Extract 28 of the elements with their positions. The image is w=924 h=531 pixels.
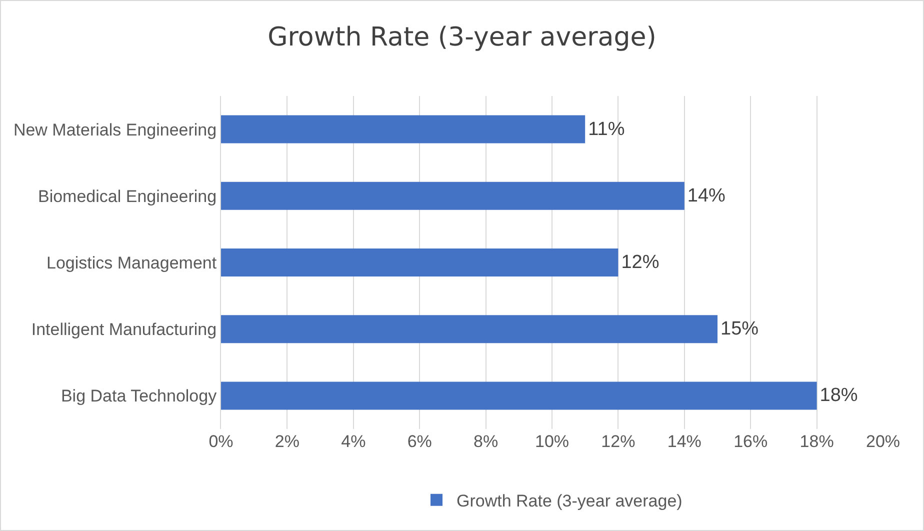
bar bbox=[221, 315, 718, 344]
y-tick-label: Big Data Technology bbox=[60, 386, 218, 406]
data-label: 18% bbox=[820, 385, 858, 406]
x-tick-label: 18% bbox=[800, 432, 834, 451]
x-tick-label: 10% bbox=[534, 432, 570, 451]
y-tick-label: Biomedical Engineering bbox=[38, 186, 217, 206]
x-tick-label: 20% bbox=[866, 432, 900, 451]
data-label: 14% bbox=[687, 185, 726, 206]
bar bbox=[221, 382, 817, 410]
x-tick-label: 12% bbox=[601, 432, 636, 451]
x-tick-label: 0% bbox=[208, 432, 234, 451]
bar bbox=[221, 182, 684, 210]
y-tick-label: New Materials Engineering bbox=[13, 120, 217, 140]
x-tick-label: 2% bbox=[274, 432, 300, 451]
x-tick-label: 8% bbox=[474, 432, 498, 451]
chart-title: Growth Rate (3-year average) bbox=[268, 22, 656, 53]
y-tick-label: Intelligent Manufacturing bbox=[31, 320, 217, 340]
legend-label: Growth Rate (3-year average) bbox=[456, 491, 682, 510]
x-tick-label: 4% bbox=[341, 432, 366, 451]
x-tick-label: 14% bbox=[667, 432, 702, 451]
x-tick-label: 6% bbox=[407, 432, 432, 451]
data-label: 15% bbox=[720, 318, 759, 340]
bar bbox=[221, 248, 618, 276]
y-tick-label: Logistics Management bbox=[46, 253, 217, 272]
data-label: 12% bbox=[621, 252, 660, 273]
data-label: 11% bbox=[588, 118, 625, 140]
x-tick-label: 16% bbox=[734, 432, 768, 451]
bar bbox=[221, 115, 586, 144]
